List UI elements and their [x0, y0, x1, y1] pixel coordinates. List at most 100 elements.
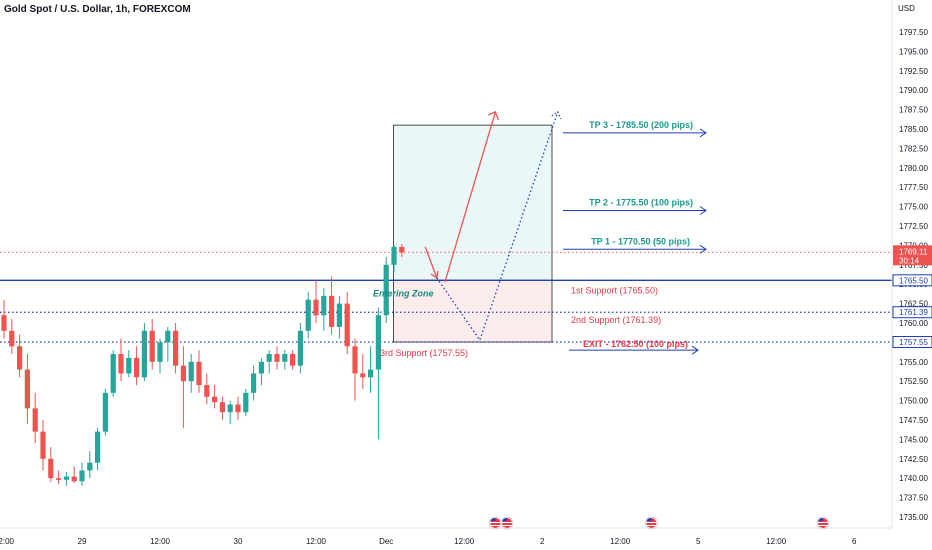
current-price-tag [893, 245, 932, 266]
y-tick-label: 1785.00 [899, 125, 928, 134]
x-tick-label: 12:00 [766, 537, 787, 546]
tp-arrow [444, 111, 497, 283]
candle-body [141, 330, 147, 378]
y-tick-label: 1762.50 [899, 300, 928, 309]
candle-body [204, 385, 210, 397]
symbol-title: Gold Spot / U.S. Dollar, 1h, FOREXCOM [4, 4, 191, 15]
candle-body [219, 402, 225, 413]
candle-body [126, 357, 132, 374]
target-zone [393, 124, 553, 281]
candle-body [282, 354, 288, 362]
candle-body [344, 303, 350, 347]
y-tick-label: 1775.00 [899, 203, 928, 212]
tp2-label: TP 2 - 1775.50 (100 pips) [589, 198, 693, 208]
y-tick-label: 1752.50 [899, 377, 928, 386]
candle-body [399, 246, 405, 253]
x-tick-label: Dec [379, 537, 393, 546]
y-tick-label: 1747.50 [899, 416, 928, 425]
candle-body [375, 315, 381, 370]
tp-arrowhead [488, 111, 500, 121]
candle-body [196, 361, 202, 386]
support-2-tag-bg [892, 306, 932, 319]
us-event-flag-icon[interactable] [645, 516, 658, 530]
y-tick-label: 1750.00 [899, 397, 928, 406]
candle-body [48, 458, 54, 479]
us-event-flag-icon[interactable] [488, 516, 502, 530]
candle-body [321, 295, 327, 316]
candle-body [305, 299, 311, 331]
projection-path [436, 111, 559, 342]
y-tick-label: 1792.50 [899, 67, 928, 76]
candle-body [266, 354, 272, 362]
candle-body [290, 354, 296, 366]
candle-body [95, 431, 101, 463]
y-tick-label: 1742.50 [899, 455, 928, 464]
y-tick-label: 1745.00 [899, 435, 928, 444]
support-2-tag-label: 1761.39 [899, 308, 928, 317]
x-tick-label: 12:00 [0, 537, 15, 546]
y-tick-label: 1740.00 [899, 474, 928, 483]
candle-body [227, 404, 233, 413]
candle-body [102, 392, 108, 432]
x-tick-label: 29 [78, 537, 87, 546]
support-3-tag-label: 1757.55 [899, 338, 928, 347]
candle-body [352, 346, 358, 374]
exit-label: EXIT - 1762.50 (100 pips) [583, 339, 688, 349]
candle-body [188, 361, 194, 382]
candle-body [157, 342, 163, 362]
stop-zone [393, 279, 553, 343]
y-tick-label: 1797.50 [899, 28, 928, 37]
currency-label: USD [898, 4, 915, 13]
candle-body [24, 369, 30, 409]
y-tick-label: 1780.00 [899, 164, 928, 173]
candle-body [360, 373, 366, 378]
countdown-label: 30:14 [899, 256, 920, 265]
tp2-arrowhead [699, 206, 707, 215]
candle-body [110, 354, 116, 393]
candle-body [251, 373, 257, 393]
entry-arrow [424, 246, 438, 279]
current-price-label: 1769.11 [899, 247, 928, 256]
candle-body [212, 396, 218, 403]
candle-body [40, 431, 46, 459]
tp1-label: TP 1 - 1770.50 (50 pips) [591, 237, 690, 247]
us-event-flag-icon[interactable] [500, 516, 514, 530]
x-tick-label: 12:00 [306, 537, 327, 546]
candle-body [118, 354, 124, 374]
candle-body [258, 361, 264, 374]
x-tick-label: 12:00 [454, 537, 475, 546]
candle-body [336, 303, 342, 327]
candle-body [173, 330, 179, 366]
y-tick-label: 1755.00 [899, 358, 928, 367]
candle-body [180, 365, 186, 382]
candle-body [149, 330, 155, 362]
tp1-arrowhead [699, 244, 707, 254]
projection-arrowhead [551, 111, 562, 120]
candle-body [329, 295, 335, 327]
x-tick-label: 12:00 [610, 537, 631, 546]
candle-body [79, 470, 85, 482]
x-tick-label: 5 [696, 537, 701, 546]
candle-body [9, 330, 15, 347]
resistance-tag-label: 1765.50 [899, 276, 928, 285]
y-tick-label: 1790.00 [899, 86, 928, 95]
candle-body [63, 476, 69, 480]
support1-label: 1st Support (1765.50) [571, 285, 658, 295]
x-tick-label: 30 [234, 537, 243, 546]
y-tick-label: 1787.50 [899, 106, 928, 115]
tp3-label: TP 3 - 1785.50 (200 pips) [589, 120, 693, 130]
candle-body [368, 369, 374, 378]
candle-body [313, 299, 319, 316]
y-tick-label: 1760.00 [899, 319, 928, 328]
support-3-tag-bg [892, 336, 932, 349]
x-tick-label: 2 [540, 537, 545, 546]
candle-body [391, 246, 397, 265]
us-event-flag-icon[interactable] [816, 516, 830, 530]
candle-body [383, 264, 389, 316]
candle-body [165, 330, 171, 343]
candle-body [243, 392, 249, 413]
y-tick-label: 1735.00 [899, 513, 928, 522]
x-tick-label: 6 [852, 537, 857, 546]
